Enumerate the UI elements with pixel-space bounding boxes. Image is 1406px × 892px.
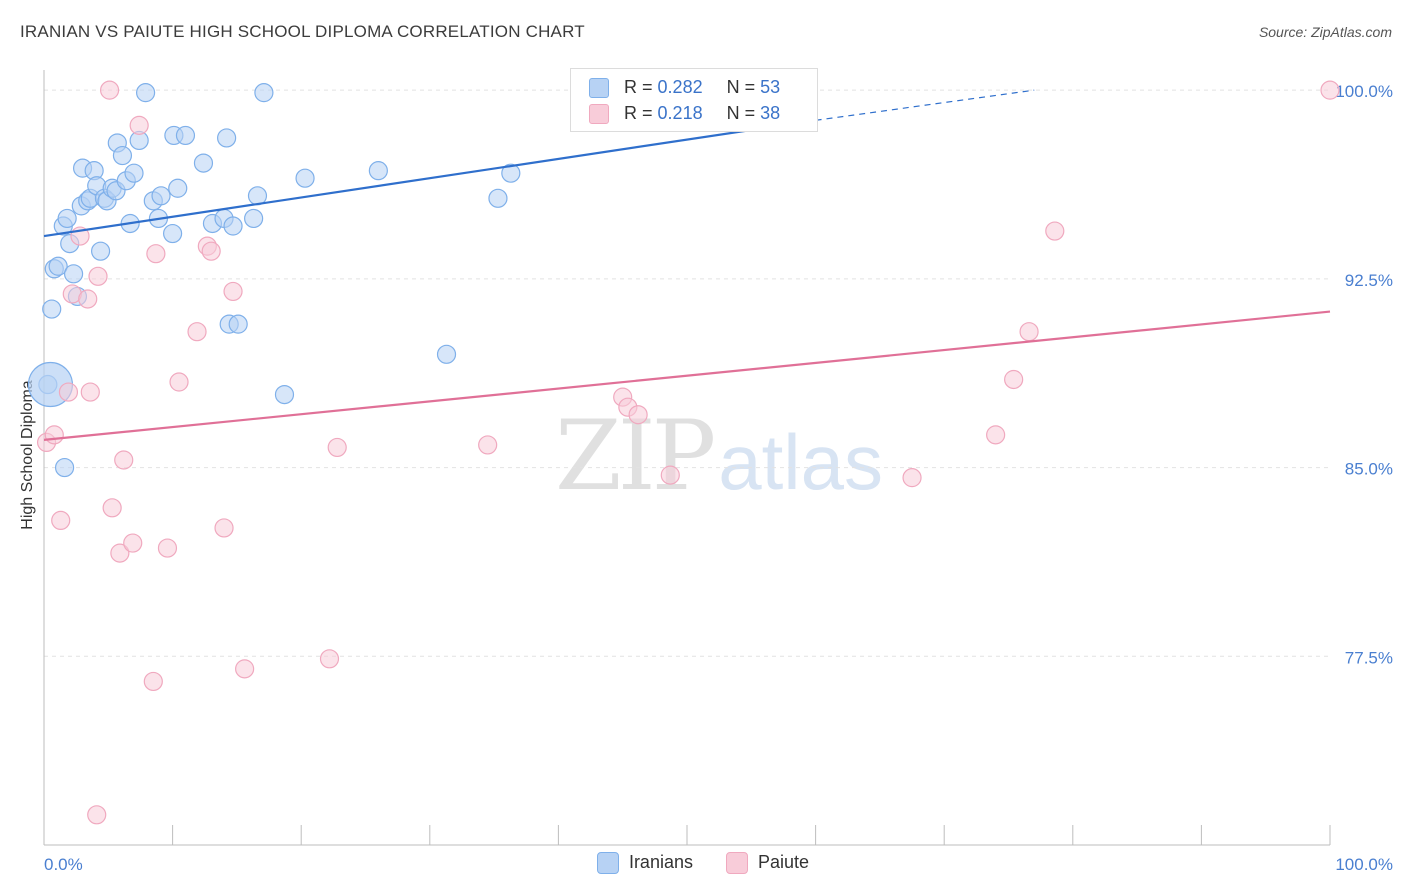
point-paiute	[129, 115, 149, 135]
point-paiute	[1045, 221, 1065, 241]
legend-r-value-paiute: 0.218	[657, 103, 703, 123]
point-iranians	[488, 188, 508, 208]
point-paiute	[1019, 322, 1039, 342]
point-iranians	[54, 457, 75, 478]
series-name-iranians: Iranians	[628, 852, 693, 872]
point-paiute	[88, 266, 108, 286]
trendline-iranians-extension	[815, 89, 1035, 121]
point-paiute	[110, 543, 130, 563]
point-paiute	[51, 510, 71, 531]
point-paiute	[169, 372, 189, 392]
legend-r-value-iranians: 0.282	[657, 77, 703, 97]
legend-r-label: R =	[624, 103, 653, 123]
point-iranians	[223, 216, 243, 236]
point-paiute	[1004, 369, 1024, 390]
point-iranians	[112, 145, 133, 166]
point-iranians	[217, 128, 237, 148]
point-paiute	[44, 425, 64, 445]
point-iranians	[48, 256, 68, 276]
point-iranians	[193, 153, 214, 173]
series-legend: Iranians Paiute	[0, 852, 1406, 875]
trendline-paiute	[43, 310, 1331, 441]
point-paiute	[58, 382, 79, 402]
point-paiute	[187, 322, 207, 342]
series-name-paiute: Paiute	[758, 852, 810, 872]
y-tick-label: 85.0%	[1345, 460, 1393, 479]
x-tick-label: 100.0%	[1335, 855, 1393, 874]
point-paiute	[223, 281, 243, 302]
point-paiute	[99, 80, 120, 100]
legend-row-iranians: R = 0.282 N = 53	[589, 77, 780, 99]
point-paiute	[660, 465, 680, 485]
point-paiute	[146, 244, 166, 264]
chart-title: IRANIAN VS PAIUTE HIGH SCHOOL DIPLOMA CO…	[20, 22, 585, 41]
point-paiute	[143, 671, 163, 692]
y-tick-label: 100.0%	[1335, 82, 1393, 101]
point-iranians	[90, 241, 111, 261]
y-tick-label: 77.5%	[1345, 648, 1393, 667]
point-iranians	[151, 186, 171, 206]
point-iranians	[124, 163, 144, 183]
point-iranians	[368, 161, 388, 181]
point-paiute	[986, 425, 1006, 445]
point-iranians	[244, 208, 264, 229]
point-paiute	[319, 649, 340, 669]
point-iranians	[175, 125, 196, 146]
point-paiute	[214, 518, 234, 538]
x-tick-label: 0.0%	[44, 855, 83, 874]
point-iranians	[274, 384, 295, 405]
legend-n-label: N =	[726, 103, 756, 123]
point-paiute	[1320, 80, 1340, 100]
trendline-iranians	[43, 119, 816, 238]
point-paiute	[102, 498, 122, 518]
point-paiute	[114, 450, 134, 470]
point-iranians	[135, 83, 156, 103]
point-iranians	[42, 299, 62, 319]
series-swatch-iranians	[596, 852, 619, 875]
point-paiute	[78, 289, 98, 309]
point-paiute	[628, 405, 648, 425]
point-paiute	[235, 659, 255, 679]
point-iranians	[63, 264, 84, 284]
point-paiute	[87, 805, 107, 825]
point-paiute	[902, 468, 922, 488]
point-paiute	[123, 533, 143, 553]
point-iranians	[57, 208, 77, 229]
legend-r-label: R =	[624, 77, 653, 97]
series-swatch-paiute	[726, 852, 748, 875]
stats-legend: R = 0.282 N = 53 R = 0.218 N = 38	[570, 68, 818, 132]
point-paiute	[478, 435, 498, 455]
legend-swatch-iranians	[589, 78, 609, 99]
legend-n-value-iranians: 53	[760, 77, 781, 97]
legend-n-label: N =	[726, 77, 756, 97]
point-iranians	[254, 83, 274, 103]
point-iranians	[501, 163, 521, 183]
point-iranians	[295, 168, 315, 188]
chart-source: Source: ZipAtlas.com	[1258, 24, 1392, 40]
point-paiute	[157, 538, 178, 558]
legend-row-paiute: R = 0.218 N = 38	[589, 103, 780, 125]
point-paiute	[201, 241, 221, 261]
point-paiute	[80, 382, 100, 402]
point-iranians	[168, 178, 188, 198]
point-iranians	[228, 314, 248, 334]
legend-n-value-paiute: 38	[760, 103, 781, 123]
point-iranians	[436, 344, 457, 364]
y-tick-label: 92.5%	[1345, 271, 1393, 290]
series-legend-paiute: Paiute	[726, 852, 810, 875]
series-legend-iranians: Iranians	[596, 852, 693, 875]
legend-swatch-paiute	[589, 104, 609, 125]
point-iranians	[163, 223, 183, 244]
point-paiute	[327, 437, 347, 458]
